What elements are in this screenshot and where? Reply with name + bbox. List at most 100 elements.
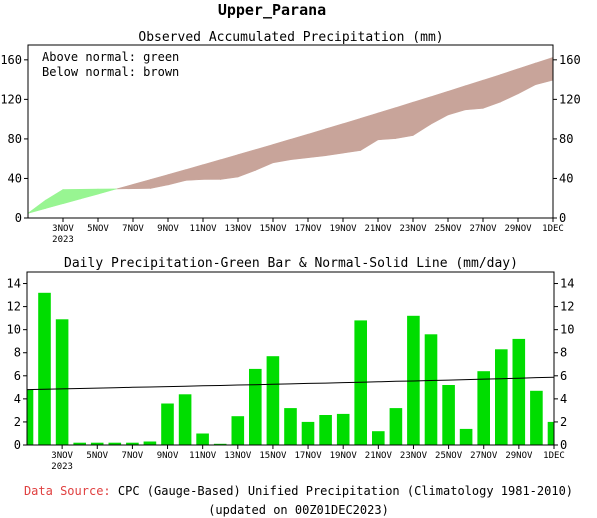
y-tick-label-left: 6 — [14, 369, 21, 383]
precip-bar — [108, 442, 122, 445]
y-tick-label-left: 2 — [14, 415, 21, 429]
accumulation-band-segment — [27, 199, 46, 214]
x-tick-label: 29NOV — [504, 224, 532, 234]
precip-bar — [495, 349, 508, 445]
x-tick-label: 11NOV — [189, 451, 217, 461]
precip-bar — [161, 403, 174, 445]
plot-frame — [27, 44, 554, 219]
accumulation-band-segment — [150, 174, 169, 189]
precip-bar — [319, 415, 332, 445]
x-tick-label: 15NOV — [259, 224, 287, 234]
precip-bar — [372, 431, 385, 445]
x-tick-label: 23NOV — [400, 451, 428, 461]
accumulation-band-segment — [132, 179, 151, 190]
precip-bar — [424, 334, 438, 445]
accumulation-band-segment — [412, 96, 431, 137]
y-tick-label-left: 0 — [15, 211, 22, 225]
x-tick-label: 23NOV — [399, 224, 427, 234]
accumulation-band-segment — [272, 138, 291, 164]
accumulation-band-segment — [535, 56, 554, 86]
accumulation-band-segment — [342, 117, 361, 154]
accumulation-band-segment — [465, 79, 484, 111]
accumulation-band-segment — [517, 62, 536, 95]
precip-bar — [249, 368, 262, 445]
precip-bar — [126, 442, 139, 445]
precip-bar — [547, 421, 554, 445]
y-tick-label-right: 6 — [560, 369, 567, 383]
page-title: Upper_Parana — [218, 1, 326, 19]
y-tick-label-right: 12 — [560, 300, 574, 314]
y-tick-label-left: 160 — [0, 53, 22, 67]
y-tick-label-right: 10 — [560, 323, 574, 337]
x-tick-label: 17NOV — [295, 451, 323, 461]
accumulation-band-segment — [447, 85, 466, 116]
y-tick-label-right: 80 — [559, 132, 573, 146]
x-tick-label: 17NOV — [294, 224, 322, 234]
accumulation-band-segment — [220, 154, 239, 180]
x-tick-label: 5NOV — [87, 224, 109, 234]
accumulation-band-segment — [482, 74, 501, 109]
y-tick-label-left: 80 — [8, 132, 22, 146]
plot-frame — [26, 271, 555, 446]
legend-note-below: Below normal: brown — [42, 65, 179, 79]
accumulated-precipitation-chart: 0 0 40 40 80 80 120 120 160 160 3NOV 5NOV 7NOV 9NOV 11… — [0, 30, 580, 245]
accumulation-band-segment — [290, 133, 309, 161]
precip-bar — [442, 385, 455, 445]
accumulation-band-segment — [45, 188, 64, 209]
accumulation-band-segment — [167, 169, 186, 186]
precip-bar — [38, 292, 51, 445]
normal-line — [27, 376, 554, 391]
y-tick-label-left: 14 — [7, 277, 21, 291]
accumulation-band-segment — [360, 112, 379, 152]
accumulation-band-segment — [62, 188, 81, 205]
y-tick-label-left: 40 — [8, 171, 22, 185]
year-label: 2023 — [51, 462, 73, 472]
y-tick-label-left: 4 — [14, 392, 21, 406]
x-tick-label: 27NOV — [469, 224, 497, 234]
precip-bar — [301, 421, 315, 445]
data-source-text: CPC (Gauge-Based) Unified Precipitation … — [110, 484, 574, 498]
y-tick-label-left: 120 — [0, 92, 22, 106]
y-tick-label-right: 40 — [559, 171, 573, 185]
chart-title: Observed Accumulated Precipitation (mm) — [138, 30, 443, 45]
legend-note-above: Above normal: green — [42, 50, 179, 64]
x-tick-label: 19NOV — [329, 224, 357, 234]
x-tick-label: 7NOV — [122, 224, 144, 234]
x-tick-label: 21NOV — [365, 451, 393, 461]
x-tick-label: 3NOV — [51, 451, 73, 461]
y-tick-label-right: 2 — [560, 415, 567, 429]
accumulation-band-segment — [80, 188, 99, 200]
y-tick-label-right: 8 — [560, 346, 567, 360]
y-tick-label-left: 0 — [14, 438, 21, 452]
precip-bar — [55, 319, 69, 445]
precip-bar — [284, 408, 297, 445]
precip-bar — [90, 442, 104, 445]
accumulation-band-segment — [307, 128, 326, 159]
precip-bar — [231, 416, 245, 445]
x-tick-label: 11NOV — [189, 224, 217, 234]
accumulation-band-segment — [395, 101, 414, 139]
x-tick-label: 29NOV — [505, 451, 533, 461]
accumulation-band-segment — [97, 188, 116, 195]
precip-bar — [196, 433, 209, 445]
precip-bar — [477, 371, 490, 445]
precip-bar — [266, 356, 280, 445]
y-tick-label-right: 160 — [559, 53, 581, 67]
precip-bar — [459, 428, 473, 445]
precip-bar — [178, 394, 192, 445]
accumulation-band-segment — [377, 107, 396, 141]
accumulation-band-segment — [185, 164, 204, 181]
x-tick-label: 5NOV — [86, 451, 108, 461]
x-tick-label: 3NOV — [52, 224, 74, 234]
precip-bar — [407, 315, 420, 445]
accumulation-band-segment — [500, 68, 519, 103]
y-tick-label-left: 12 — [7, 300, 21, 314]
data-source-line: Data Source: CPC (Gauge-Based) Unified P… — [0, 484, 597, 498]
precip-bar — [336, 413, 350, 445]
precip-bar — [27, 389, 34, 445]
precip-bar — [73, 442, 86, 445]
chart-title: Daily Precipitation-Green Bar & Normal-S… — [64, 256, 518, 271]
accumulation-band-segment — [325, 123, 344, 157]
x-tick-label: 9NOV — [157, 224, 179, 234]
